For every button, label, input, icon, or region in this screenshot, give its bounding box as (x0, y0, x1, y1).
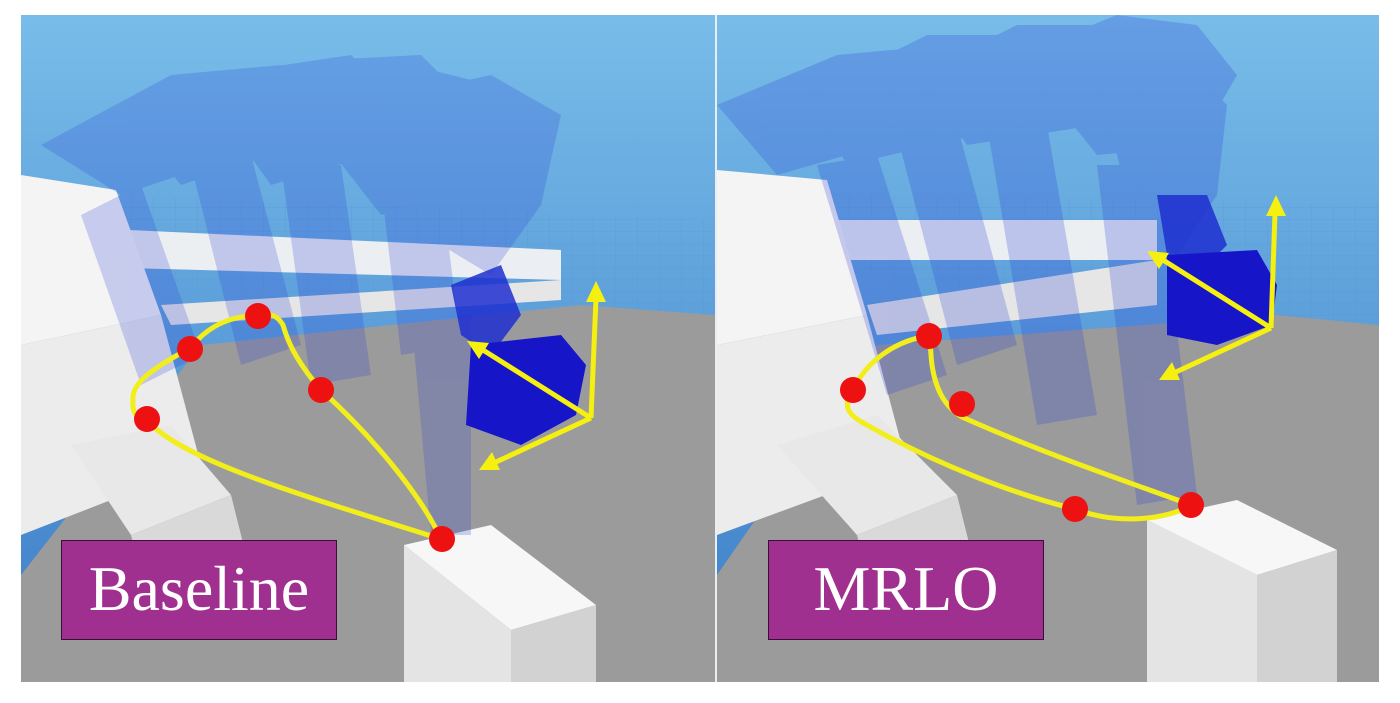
target-box-side (1257, 550, 1337, 682)
waypoint-marker-icon (245, 303, 271, 329)
method-label-mrlo: MRLO (768, 540, 1044, 640)
waypoint-marker-icon (840, 377, 866, 403)
baseline-panel: Baseline (21, 15, 715, 682)
waypoint-marker-icon (134, 406, 160, 432)
waypoint-marker-icon (177, 336, 203, 362)
pedestal-left (777, 415, 957, 535)
mrlo-panel: MRLO (717, 15, 1379, 682)
coordinate-axes-arrow-icon (467, 281, 606, 470)
conveyor-rail (21, 225, 561, 280)
waypoint-marker-icon (1062, 496, 1088, 522)
target-box-top (404, 525, 596, 630)
target-box-top (1147, 500, 1337, 575)
waypoint-marker-icon (308, 377, 334, 403)
robot-arm-solid-icon (451, 265, 586, 445)
machine-block (717, 170, 867, 345)
waypoint-marker-icon (949, 391, 975, 417)
panel-divider (715, 15, 717, 682)
waypoint-marker-icon (1178, 492, 1204, 518)
waypoint-markers (134, 303, 455, 552)
robot-arm-ghost-icon (717, 15, 1237, 505)
conveyor-rail-side (867, 260, 1157, 335)
target-box-side (511, 605, 596, 682)
machine-block (21, 175, 161, 345)
coordinate-axes-arrow-icon (1147, 195, 1286, 380)
robot-arm-ghost-icon (41, 55, 561, 535)
target-box-front (1147, 520, 1257, 682)
trajectory-path (130, 311, 446, 544)
waypoint-markers (840, 323, 1204, 522)
waypoint-marker-icon (916, 323, 942, 349)
target-box-front (404, 545, 511, 682)
waypoint-marker-icon (429, 526, 455, 552)
method-label-baseline: Baseline (61, 540, 337, 640)
